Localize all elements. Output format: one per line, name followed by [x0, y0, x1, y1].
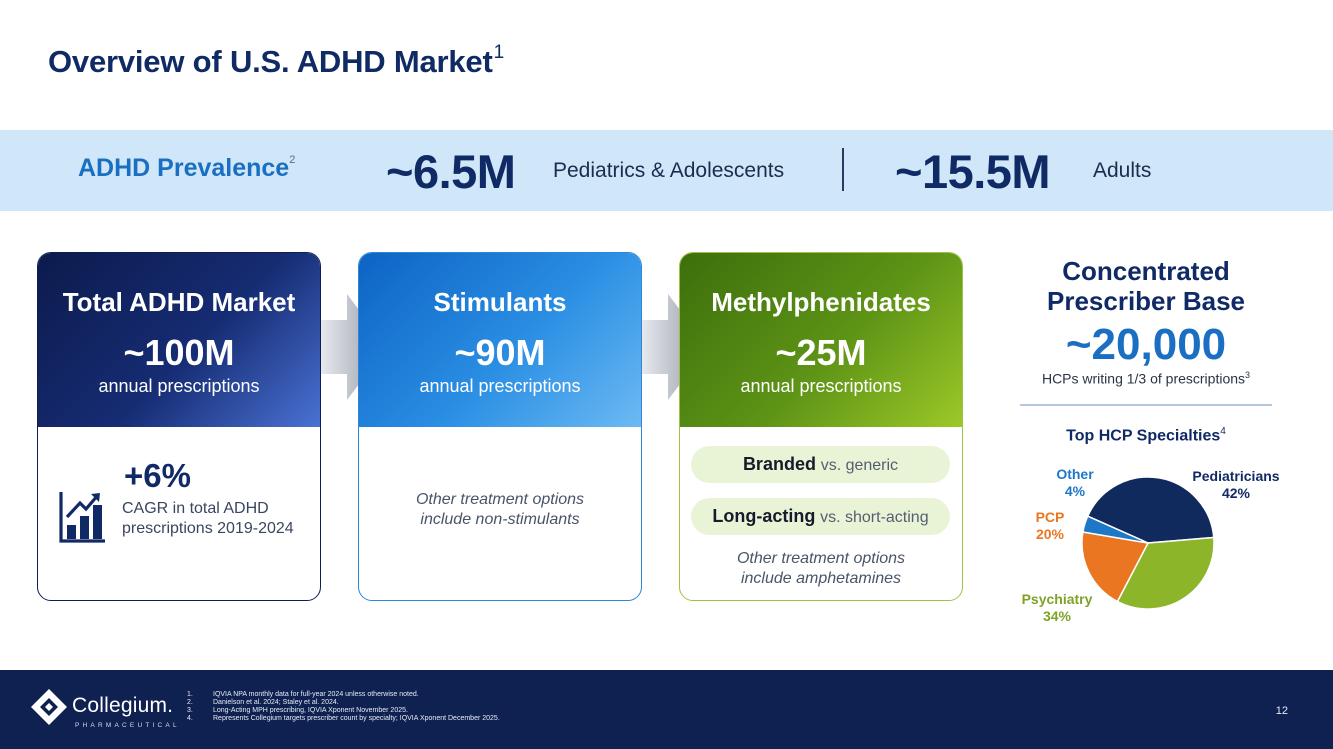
- card-subtitle: annual prescriptions: [98, 376, 260, 396]
- specialties-title: Top HCP Specialties4: [1066, 426, 1226, 445]
- flow-arrow-icon: [321, 294, 387, 400]
- long-acting-pill: Long-acting vs. short-acting: [691, 498, 950, 535]
- adult-value: ~15.5M: [895, 145, 1051, 198]
- methylphenidates-card: Methylphenidates ~25M annual prescriptio…: [679, 252, 963, 601]
- prescriber-value: ~20,000: [1065, 320, 1227, 369]
- footnote: 1. IQVIA NPA monthly data for full-year 2…: [187, 691, 419, 698]
- collegium-logo-icon: [31, 689, 67, 725]
- card-subtitle: annual prescriptions: [740, 376, 902, 396]
- prevalence-footnote: 2: [289, 154, 296, 166]
- pie-slice-pcp: [1081, 531, 1150, 603]
- growth-value: +6%: [124, 457, 191, 494]
- divider: [1020, 404, 1272, 406]
- page-number: 12: [1275, 705, 1288, 717]
- pie-label-pcp: PCP 20%: [1035, 509, 1065, 542]
- footnote: 4. Represents Collegium targets prescribe…: [187, 715, 500, 722]
- stimulants-note: Other treatment options include non-stim…: [415, 491, 585, 528]
- prescriber-subtitle: HCPs writing 1/3 of prescriptions3: [1041, 370, 1251, 387]
- pie-slice-pediatricians: [1086, 476, 1215, 544]
- prevalence-divider: [842, 148, 844, 191]
- pediatric-value: ~6.5M: [386, 145, 516, 198]
- card-value: ~90M: [454, 332, 546, 373]
- footnote: 2. Danielson et al. 2024; Staley et al. 2…: [187, 699, 339, 706]
- prescriber-title: Concentrated Prescriber Base: [1046, 256, 1246, 316]
- methylphenidates-header: Methylphenidates ~25M annual prescriptio…: [680, 253, 962, 427]
- title-footnote: 1: [493, 42, 505, 63]
- stimulants-card: Stimulants ~90M annual prescriptions Oth…: [358, 252, 642, 601]
- pie-slice-other: [1082, 515, 1149, 544]
- branded-pill: Branded vs. generic: [691, 446, 950, 483]
- stimulants-header: Stimulants ~90M annual prescriptions: [359, 253, 641, 427]
- methylphenidates-body: Branded vs. generic Long-acting vs. shor…: [680, 427, 962, 600]
- stimulants-body: Other treatment options include non-stim…: [359, 427, 641, 600]
- card-title: Stimulants: [433, 287, 567, 317]
- total-market-header: Total ADHD Market ~100M annual prescript…: [38, 253, 320, 427]
- footer: Collegium. PHARMACEUTICAL 1. IQVIA NPA mo…: [0, 670, 1333, 749]
- card-title: Total ADHD Market: [62, 287, 296, 317]
- card-value: ~100M: [123, 332, 235, 373]
- page-title: Overview of U.S. ADHD Market1: [48, 42, 505, 79]
- total-market-body: +6% CAGR in total ADHD prescriptions 201…: [38, 427, 320, 600]
- growth-chart-icon: [59, 492, 105, 543]
- flow-arrow-icon: [642, 294, 708, 400]
- methylphenidates-note: Other treatment options include amphetam…: [736, 550, 906, 587]
- growth-description: CAGR in total ADHD prescriptions 2019-20…: [122, 500, 294, 537]
- logo-name: Collegium.: [72, 694, 174, 717]
- adult-label: Adults: [1093, 159, 1152, 182]
- pie-label-other: Other 4%: [1056, 466, 1094, 499]
- pie-label-pediatricians: Pediatricians 42%: [1192, 468, 1280, 501]
- prevalence-band: ADHD Prevalence2 ~6.5M Pediatrics & Adol…: [0, 130, 1333, 211]
- pediatric-label: Pediatrics & Adolescents: [553, 159, 785, 182]
- footnote: 3. Long-Acting MPH prescribing, IQVIA Xpo…: [187, 707, 408, 714]
- collegium-logo: Collegium. PHARMACEUTICAL: [30, 686, 177, 734]
- footnotes: 1. IQVIA NPA monthly data for full-year 2…: [187, 691, 500, 723]
- card-value: ~25M: [775, 332, 867, 373]
- specialties-pie-chart: [1081, 476, 1215, 610]
- logo-subtitle: PHARMACEUTICAL: [75, 722, 180, 729]
- prevalence-label: ADHD Prevalence2: [78, 154, 296, 182]
- card-subtitle: annual prescriptions: [419, 376, 581, 396]
- pie-label-psychiatry: Psychiatry 34%: [1021, 591, 1093, 624]
- card-title: Methylphenidates: [711, 287, 931, 317]
- total-market-card: Total ADHD Market ~100M annual prescript…: [37, 252, 321, 601]
